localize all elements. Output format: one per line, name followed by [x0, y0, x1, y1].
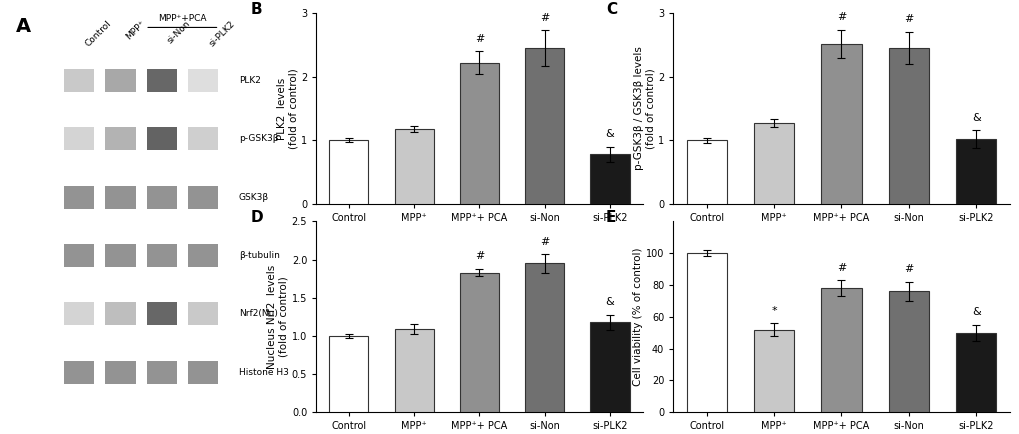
Text: GSK3β: GSK3β	[238, 193, 269, 202]
Y-axis label: PLK2  levels
(fold of control): PLK2 levels (fold of control)	[276, 68, 298, 149]
Bar	[955, 139, 996, 204]
Bar	[753, 123, 794, 204]
Bar	[753, 329, 794, 412]
Bar	[147, 69, 176, 92]
Text: MPP⁺+PCA: MPP⁺+PCA	[915, 246, 968, 256]
Text: MPP⁺: MPP⁺	[124, 19, 147, 42]
Bar	[460, 273, 498, 412]
Bar	[329, 336, 368, 412]
Bar	[187, 69, 218, 92]
Text: &: &	[605, 297, 613, 307]
Text: &: &	[971, 307, 979, 317]
Bar	[147, 186, 176, 209]
Text: D: D	[251, 210, 263, 225]
Text: #: #	[836, 12, 846, 22]
Bar	[590, 155, 629, 204]
Bar	[820, 43, 861, 204]
Bar	[105, 302, 136, 326]
Text: si-PLK2: si-PLK2	[207, 19, 236, 48]
Text: MPP⁺+PCA: MPP⁺+PCA	[158, 14, 207, 23]
Bar	[187, 361, 218, 384]
Text: PLK2: PLK2	[238, 76, 261, 85]
Text: &: &	[971, 112, 979, 122]
Bar	[187, 244, 218, 267]
Bar	[686, 140, 727, 204]
Bar	[686, 253, 727, 412]
Bar	[147, 361, 176, 384]
Bar	[105, 361, 136, 384]
Text: Histone H3: Histone H3	[238, 368, 288, 377]
Bar	[955, 333, 996, 412]
Bar	[820, 288, 861, 412]
Text: p-GSK3β: p-GSK3β	[238, 135, 278, 143]
Text: #: #	[903, 14, 913, 24]
Bar	[64, 361, 94, 384]
Bar	[888, 291, 928, 412]
Bar	[147, 244, 176, 267]
Bar	[394, 329, 433, 412]
Bar	[187, 186, 218, 209]
Bar	[64, 128, 94, 150]
Bar	[329, 140, 368, 204]
Text: #: #	[474, 251, 484, 261]
Text: #: #	[836, 263, 846, 273]
Text: Control: Control	[84, 19, 112, 49]
Bar	[590, 322, 629, 412]
Bar	[64, 69, 94, 92]
Text: #: #	[539, 237, 549, 247]
Y-axis label: Nucleus Nrf2  levels
(fold of control): Nucleus Nrf2 levels (fold of control)	[267, 265, 288, 369]
Text: C: C	[605, 2, 616, 16]
Bar	[64, 302, 94, 326]
Text: #: #	[539, 13, 549, 23]
Bar	[460, 62, 498, 204]
Text: E: E	[605, 210, 615, 225]
Bar	[64, 244, 94, 267]
Text: Nrf2(Nu): Nrf2(Nu)	[238, 309, 277, 319]
Bar	[187, 128, 218, 150]
Bar	[525, 263, 564, 412]
Bar	[525, 48, 564, 204]
Text: β-tubulin: β-tubulin	[238, 251, 279, 260]
Text: *: *	[770, 306, 776, 316]
Bar	[147, 302, 176, 326]
Text: #: #	[474, 33, 484, 43]
Bar	[147, 128, 176, 150]
Bar	[105, 69, 136, 92]
Bar	[105, 244, 136, 267]
Bar	[105, 128, 136, 150]
Y-axis label: Cell viability (% of control): Cell viability (% of control)	[633, 247, 642, 386]
Bar	[888, 48, 928, 204]
Bar	[394, 129, 433, 204]
Text: MPP⁺+PCA: MPP⁺+PCA	[550, 246, 603, 256]
Bar	[64, 186, 94, 209]
Text: &: &	[605, 129, 613, 139]
Text: B: B	[251, 2, 262, 16]
Text: A: A	[15, 17, 31, 36]
Bar	[187, 302, 218, 326]
Text: #: #	[903, 264, 913, 274]
Text: si-Non: si-Non	[166, 19, 193, 46]
Y-axis label: p-GSK3β / GSK3β levels
(fold of control): p-GSK3β / GSK3β levels (fold of control)	[633, 46, 654, 171]
Bar	[105, 186, 136, 209]
